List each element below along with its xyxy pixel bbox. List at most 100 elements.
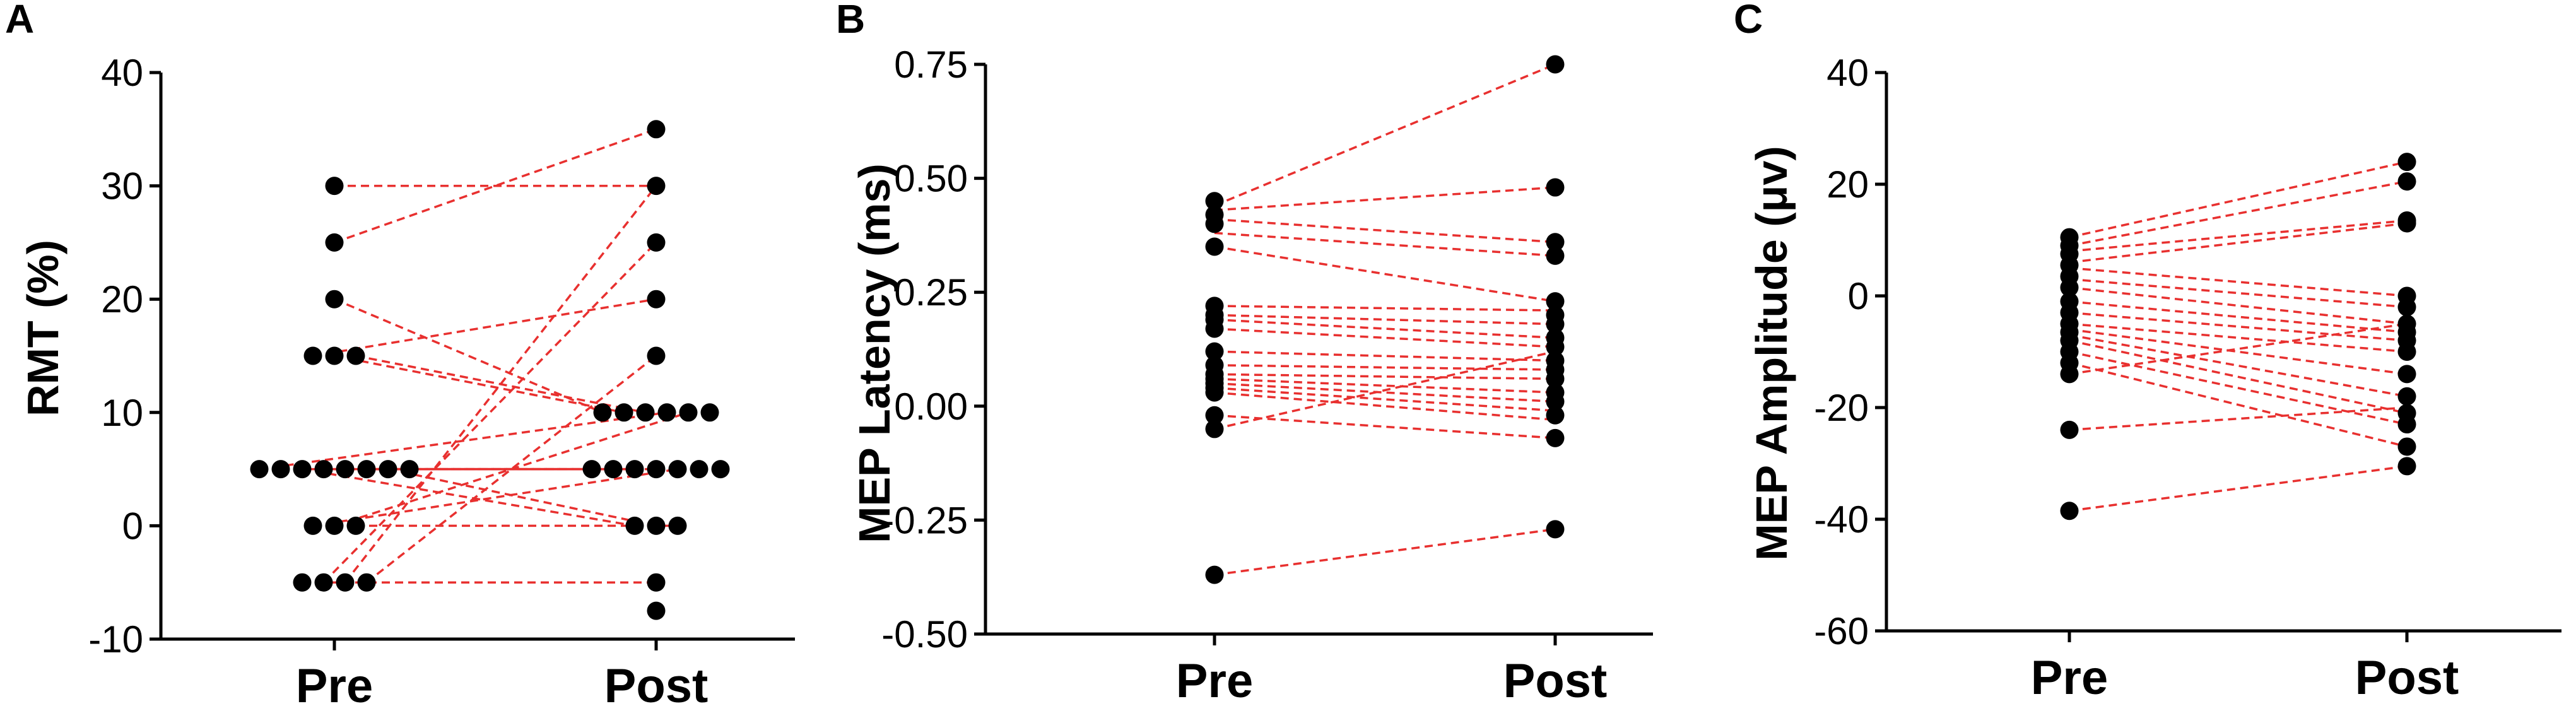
post-point	[636, 403, 655, 422]
paired-line	[1214, 305, 1556, 312]
post-point	[1546, 178, 1565, 197]
post-point	[679, 403, 698, 422]
y-axis-title: MEP Amplitude (μv)	[1747, 146, 1796, 560]
pre-point	[1205, 192, 1224, 211]
post-point	[2397, 214, 2416, 233]
pre-point	[400, 460, 419, 479]
pre-point	[325, 290, 344, 309]
post-point	[647, 516, 666, 535]
post-point	[1546, 406, 1565, 425]
paired-line	[1214, 63, 1556, 207]
y-tick-label: -60	[1814, 610, 1869, 652]
pre-point	[1205, 342, 1224, 361]
paired-line	[2069, 350, 2408, 426]
paired-line	[2069, 219, 2408, 252]
pre-point	[357, 573, 376, 592]
post-point	[647, 346, 666, 365]
paired-line	[1214, 186, 1556, 211]
y-tick-label: 20	[1826, 163, 1869, 206]
post-point	[582, 460, 601, 479]
post-point	[1546, 392, 1565, 411]
pre-point	[346, 346, 365, 365]
paired-line	[1214, 377, 1556, 394]
y-tick-label: 0.75	[894, 44, 968, 86]
pre-point	[325, 516, 344, 535]
x-category-label: Post	[2355, 651, 2459, 705]
paired-line	[1214, 314, 1556, 326]
post-point	[1546, 233, 1565, 252]
paired-line	[2069, 300, 2408, 334]
pre-point	[336, 460, 355, 479]
paired-line	[2069, 222, 2408, 264]
post-point	[1546, 369, 1565, 388]
panel-letter: B	[836, 0, 865, 42]
y-axis-title: MEP Latency (ms)	[850, 163, 899, 543]
paired-line	[334, 355, 625, 414]
pre-point	[1205, 383, 1224, 402]
post-point	[625, 516, 644, 535]
paired-line	[334, 298, 603, 414]
paired-line	[312, 298, 657, 357]
y-tick-label: 0	[1848, 275, 1869, 317]
pre-point	[1205, 319, 1224, 338]
paired-line	[1214, 232, 1556, 257]
post-point	[1546, 315, 1565, 334]
post-point	[1546, 292, 1565, 311]
pre-point	[271, 460, 290, 479]
post-point	[593, 403, 612, 422]
post-point	[615, 403, 633, 422]
y-tick-label: -20	[1814, 387, 1869, 429]
post-point	[2397, 298, 2416, 317]
paired-line	[1214, 364, 1556, 371]
panel-letter: C	[1734, 0, 1763, 42]
panel-b: B -0.50 -0.25 0.00 0.25 0.50 0.75 Pre Post MEP …	[836, 0, 1653, 708]
y-tick-label: -0.50	[881, 613, 968, 655]
post-point	[2397, 437, 2416, 456]
pre-point	[1205, 406, 1224, 425]
paired-line	[2069, 406, 2408, 432]
y-tick-label: 30	[101, 165, 143, 208]
x-category-label: Pre	[296, 659, 373, 713]
paired-line	[334, 411, 689, 527]
paired-line	[2069, 339, 2408, 414]
paired-line	[312, 467, 678, 527]
paired-line	[1214, 387, 1556, 412]
post-point	[2397, 457, 2416, 476]
paired-line	[2069, 311, 2408, 342]
pre-point	[336, 573, 355, 592]
pre-point	[325, 177, 344, 196]
pre-point	[293, 460, 312, 479]
paired-line	[344, 185, 657, 584]
pre-point	[314, 573, 333, 592]
paired-line	[1214, 528, 1556, 576]
post-point	[690, 460, 709, 479]
x-category-label: Pre	[1176, 654, 1254, 708]
paired-line	[302, 467, 635, 527]
post-point	[647, 290, 666, 309]
paired-line	[2069, 286, 2408, 325]
paired-line	[2069, 328, 2408, 375]
post-point	[1546, 246, 1565, 265]
y-tick-label: -40	[1814, 498, 1869, 541]
y-tick-label: 0	[122, 505, 143, 547]
panel-c: C -60 -40 -20 0 20 40 Pre Post MEP Amplitude (μ…	[1734, 0, 2561, 705]
post-point	[625, 460, 644, 479]
paired-line	[1214, 414, 1556, 440]
pre-point	[250, 460, 269, 479]
paired-line	[1214, 391, 1556, 421]
x-category-label: Post	[604, 659, 709, 713]
paired-line	[2069, 362, 2408, 448]
paired-line	[1214, 245, 1556, 303]
pre-point	[325, 346, 344, 365]
post-point	[2397, 415, 2416, 434]
post-point	[1546, 338, 1565, 356]
paired-line	[2069, 322, 2408, 353]
post-point	[668, 460, 687, 479]
pre-point	[1205, 215, 1224, 233]
paired-line	[1214, 327, 1556, 348]
paired-line	[1214, 350, 1556, 362]
pre-point	[2060, 502, 2079, 520]
pre-point	[346, 516, 365, 535]
y-tick-label: 0.25	[894, 271, 968, 314]
